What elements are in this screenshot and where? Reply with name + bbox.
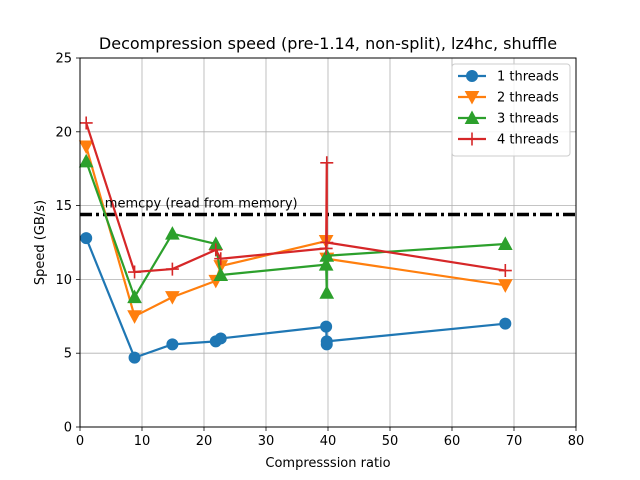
legend-item: 1 threads [458, 70, 559, 85]
legend-box [451, 63, 571, 157]
data-point [165, 226, 180, 240]
series-line [85, 146, 506, 318]
data-point [214, 252, 228, 266]
data-point [465, 132, 479, 146]
data-point [466, 70, 478, 82]
data-point [497, 236, 513, 251]
x-tick-label: 30 [258, 434, 275, 449]
data-point [320, 236, 334, 249]
axis-ticks: 0 10 20 30 40 50 60 70 80 0 5 10 15 20 25 [55, 52, 584, 450]
legend-item: 2 threads [458, 91, 559, 106]
data-point [127, 289, 142, 304]
x-axis-label: Compresssion ratio [265, 456, 390, 471]
x-tick-label: 20 [196, 434, 213, 449]
data-point [319, 285, 335, 299]
data-point [319, 248, 335, 262]
series-layer [78, 116, 513, 364]
legend-item: 3 threads [458, 110, 559, 127]
x-tick-label: 80 [568, 434, 585, 449]
x-tick-label: 60 [444, 434, 461, 449]
y-tick-label: 5 [64, 347, 72, 362]
data-point [320, 335, 333, 348]
series-2 [78, 140, 513, 324]
data-point [320, 156, 334, 170]
data-point [127, 310, 142, 324]
x-tick-label: 50 [382, 434, 399, 449]
legend-label: 4 threads [497, 133, 559, 148]
data-point [209, 243, 223, 257]
series-3 [78, 153, 513, 304]
data-point [166, 338, 179, 351]
series-1 [80, 232, 512, 364]
data-point [464, 90, 480, 105]
data-point [318, 257, 334, 271]
legend-item: 4 threads [458, 132, 559, 148]
data-point [320, 320, 333, 333]
y-tick-label: 15 [55, 199, 72, 214]
y-axis-label: Speed (GB/s) [33, 200, 48, 285]
data-point [165, 262, 179, 276]
x-tick-label: 40 [320, 434, 337, 449]
x-tick-label: 70 [506, 434, 523, 449]
data-point [165, 291, 180, 305]
data-point [78, 140, 94, 155]
series-4 [79, 116, 512, 279]
x-tick-label: 10 [134, 434, 151, 449]
series-line [85, 237, 506, 359]
y-tick-label: 0 [64, 421, 72, 436]
chart-title: Decompression speed (pre-1.14, non-split… [99, 34, 557, 53]
data-point [128, 351, 141, 364]
data-point [213, 267, 229, 281]
data-point [498, 264, 512, 278]
legend: 1 threads 2 threads 3 threads 4 threads [451, 63, 571, 157]
y-tick-label: 25 [55, 52, 72, 67]
data-point [78, 153, 94, 168]
legend-label: 2 threads [497, 91, 559, 106]
y-tick-label: 20 [55, 125, 72, 140]
data-point [497, 279, 513, 293]
x-tick-label: 0 [76, 434, 84, 449]
data-point [79, 116, 93, 130]
y-tick-label: 10 [55, 273, 72, 288]
data-point [214, 332, 227, 345]
data-point [464, 110, 480, 125]
legend-label: 1 threads [497, 70, 559, 85]
data-point [80, 232, 93, 245]
legend-label: 3 threads [497, 112, 559, 127]
reference-line-label: memcpy (read from memory) [105, 196, 298, 211]
data-point [128, 265, 142, 279]
data-point [499, 317, 512, 330]
